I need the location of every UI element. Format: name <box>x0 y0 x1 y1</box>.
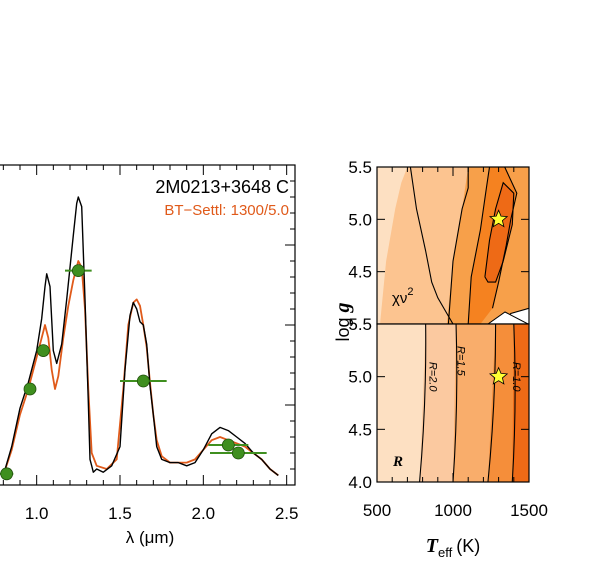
logg-ylabel: log g <box>332 302 354 341</box>
chi2-y-tick-label: 5.5 <box>348 158 372 177</box>
r-x-tick-label: 500 <box>363 501 391 520</box>
r-y-ticks: 4.0 4.5 5.0 5.5 <box>348 315 529 492</box>
r-contour-labels: R=2.0 R=1.5 R=1.0 <box>426 346 522 392</box>
chi2-label-superscript: 2 <box>407 286 413 298</box>
model-spectrum-series <box>2 260 279 477</box>
photometry-point <box>0 467 14 481</box>
spectrum-x-ticks: 1.0 1.5 2.0 2.5 <box>2 165 299 523</box>
r-contour-label: R=1.5 <box>455 346 467 377</box>
chi2-panel: 4.5 5.0 5.5 χν2 <box>348 158 530 325</box>
spectrum-panel: 1.0 1.5 2.0 2.5 2M0213+3648 C BT−Settl: 130… <box>0 164 299 547</box>
r-contour-line <box>452 324 458 482</box>
r-contour-line <box>511 324 516 482</box>
r-panel-label: R <box>392 454 403 470</box>
chi2-contour <box>467 167 491 324</box>
r-contour-label: R=1.0 <box>510 362 522 393</box>
chi2-region <box>484 182 514 283</box>
spectrum-annotation: 2M0213+3648 C <box>155 177 289 197</box>
r-x-tick-label: 1000 <box>434 501 472 520</box>
photometry-point <box>221 438 235 452</box>
r-best-fit-star-icon <box>488 366 509 385</box>
chi2-y-tick-label: 5.0 <box>348 210 372 229</box>
photometry-point <box>71 264 85 278</box>
spectrum-line-model <box>2 260 279 477</box>
spectrum-line-observed <box>2 196 279 476</box>
teff-xlabel-main: T <box>426 535 439 557</box>
logg-ylabel-var: g <box>332 302 354 313</box>
r-contour-label: R=2.0 <box>426 362 438 393</box>
chi2-filled-regions <box>380 167 529 324</box>
r-contour-lines <box>419 324 516 482</box>
r-y-tick-label: 4.5 <box>348 420 372 439</box>
logg-ylabel-text: log <box>333 312 353 341</box>
r-contour-line <box>487 324 497 482</box>
r-x-ticks: 500 1000 1500 <box>363 167 548 520</box>
teff-xlabel-unit: (K) <box>456 536 480 556</box>
model-label: BT−Settl: 1300/5.0 <box>164 202 289 219</box>
chi2-label: χν2 <box>392 286 414 307</box>
photometry-point <box>136 374 150 388</box>
observed-spectrum-series <box>2 196 279 476</box>
r-band <box>512 324 529 482</box>
chi2-contour <box>447 167 469 324</box>
spectrum-x-tick-label: 2.0 <box>192 504 216 523</box>
r-y-tick-label: 5.0 <box>348 368 372 387</box>
r-contour-line <box>419 324 427 482</box>
r-filled-bands <box>419 324 529 482</box>
photometry-point <box>36 344 50 358</box>
teff-xlabel-sub: eff <box>438 545 453 560</box>
r-panel: R=2.0 R=1.5 R=1.0 4.0 4.5 5.0 5.5 500 1000 1500… <box>348 167 548 560</box>
spectrum-xlabel: λ (μm) <box>126 528 175 547</box>
chi2-contour <box>409 167 454 324</box>
photometry-point <box>231 446 245 460</box>
chi2-white-region <box>487 311 529 324</box>
chi2-y-ticks: 4.5 5.0 5.5 <box>348 158 529 282</box>
r-x-tick-label: 1500 <box>510 501 548 520</box>
photometry-point <box>23 382 37 396</box>
chi2-contour-lines <box>409 167 529 324</box>
spectrum-x-tick-label: 1.5 <box>108 504 132 523</box>
chi2-label-main: χν <box>392 290 407 307</box>
photometry-points <box>0 264 267 481</box>
r-y-tick-label: 4.0 <box>348 473 372 492</box>
teff-xlabel: Teff (K) <box>426 535 480 560</box>
chi2-best-fit-star-icon <box>488 209 509 228</box>
chi2-y-tick-label: 4.5 <box>348 263 372 282</box>
chi2-contour <box>491 167 518 309</box>
spectrum-x-tick-label: 1.0 <box>25 504 49 523</box>
spectrum-x-tick-label: 2.5 <box>275 504 299 523</box>
r-y-tick-label: 5.5 <box>348 315 372 334</box>
